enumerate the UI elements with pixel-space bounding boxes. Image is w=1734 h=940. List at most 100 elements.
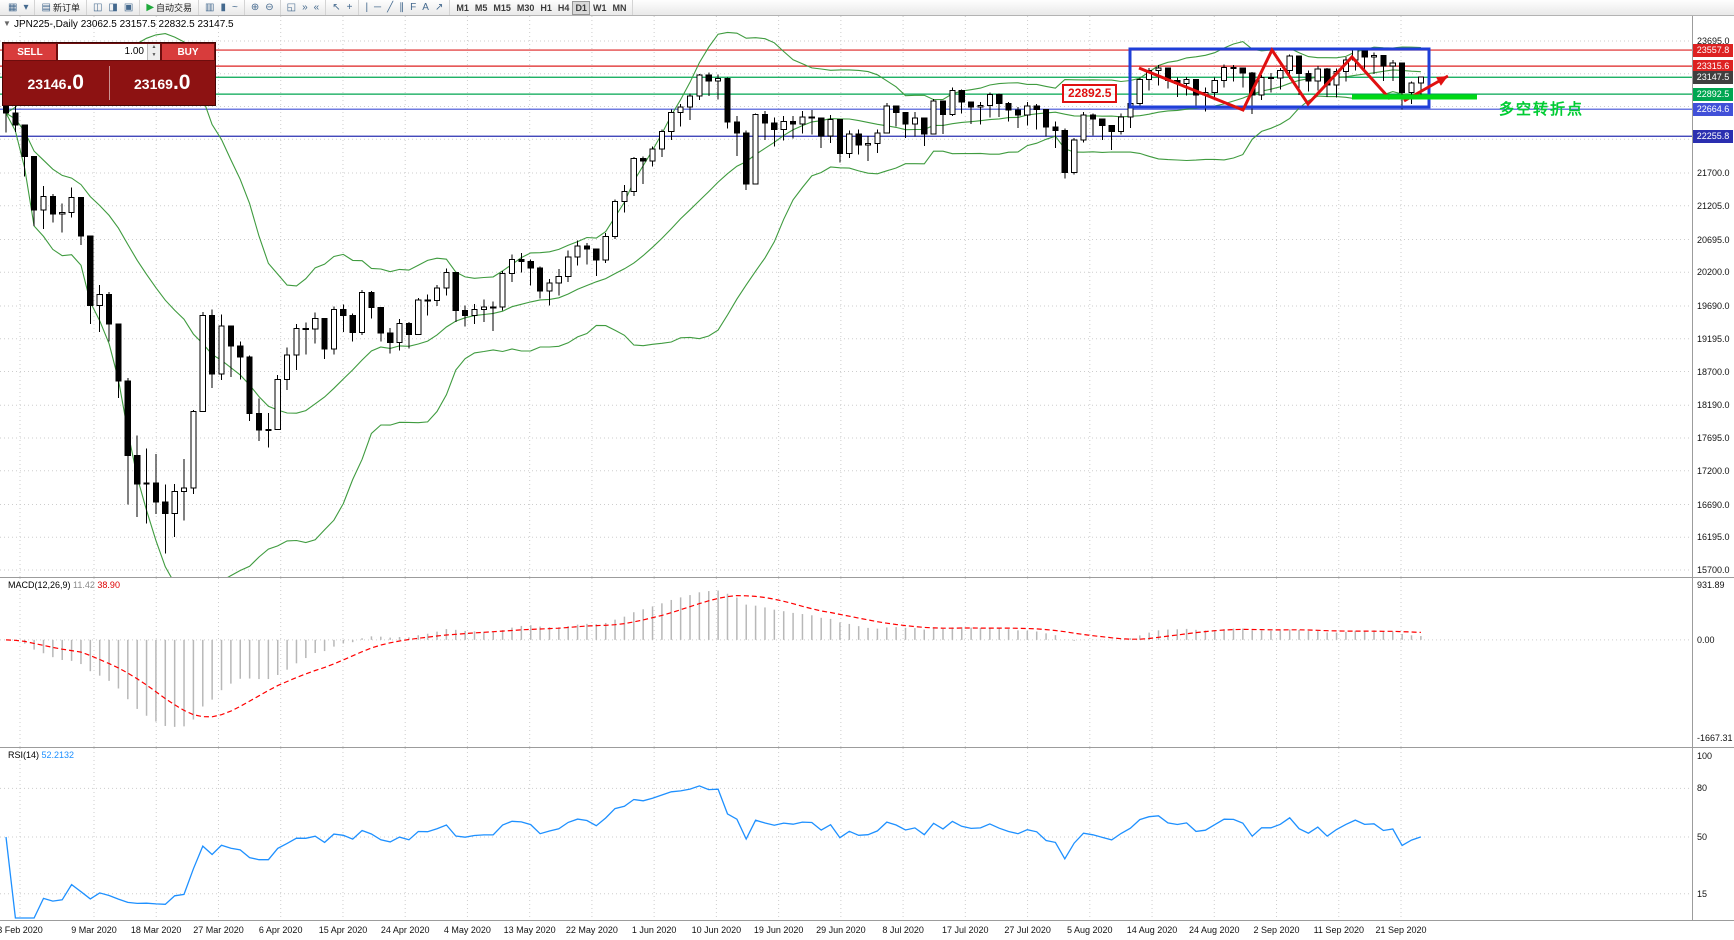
sell-price-main: 23146 (27, 76, 67, 92)
channel-icon[interactable]: ∥ (396, 1, 407, 15)
time-label: 17 Jul 2020 (942, 925, 989, 935)
tf-mn[interactable]: MN (609, 1, 629, 15)
grid-layer (0, 748, 1692, 920)
macd-scale-zero: 0.00 (1697, 634, 1715, 645)
rsi-pane-separator[interactable] (0, 747, 1734, 748)
autotrading-button[interactable]: ▶ 自动交易 (143, 1, 195, 15)
tf-d1[interactable]: D1 (572, 0, 590, 15)
chart-window-icon[interactable]: ▦ (5, 1, 20, 15)
trendline-icon[interactable]: ╱ (384, 1, 396, 15)
window-dropdown-icon[interactable]: ▾ (20, 1, 31, 15)
price-level-label[interactable]: 22892.5 (1062, 84, 1118, 103)
breakout-arrow-head (1435, 76, 1448, 86)
tf-h1-label: H1 (540, 2, 552, 13)
main-chart-pane[interactable] (0, 16, 1692, 577)
candles-layer (2, 47, 1424, 554)
horizontal-line-icon[interactable]: ─ (371, 1, 384, 15)
macd-pane[interactable] (0, 578, 1692, 747)
autotrading-button-label: 自动交易 (156, 3, 193, 13)
tf-m5[interactable]: M5 (472, 1, 491, 15)
macd-pane-separator[interactable] (0, 577, 1734, 578)
volume-value[interactable]: 1.00 (124, 46, 144, 57)
toolbar-group-timeframes: M1 M5 M15 M30 H1 H4 D1 W1 MN (450, 0, 634, 15)
terminal-icon-glyph: ▣ (123, 1, 134, 13)
rsi-pane[interactable] (0, 748, 1692, 920)
sell-button[interactable]: SELL (3, 43, 57, 61)
chart-title: JPN225-,Daily 23062.5 23157.5 22832.5 23… (14, 19, 234, 30)
sell-price[interactable]: 23146.0 (3, 71, 109, 95)
chart-window-icon-glyph: ▦ (8, 1, 18, 13)
candlestick-chart-icon-glyph: ▮ (220, 1, 226, 13)
time-axis[interactable]: 3 Feb 2020 9 Mar 2020 18 Mar 2020 27 Mar 20… (0, 921, 1692, 940)
one-click-collapse-icon[interactable]: ▼ (3, 19, 11, 28)
price-axis[interactable]: 23695.0 21700.0 21205.0 20695.0 20200.0 19690… (1692, 0, 1734, 940)
candlestick-chart-icon[interactable]: ▮ (217, 1, 229, 15)
auto-scroll-icon[interactable]: » (299, 1, 311, 15)
macd-scale-min: -1667.31 (1697, 733, 1733, 743)
price-scale-label: 21700.0 (1697, 168, 1730, 178)
price-scale-label: 16195.0 (1697, 532, 1730, 543)
price-scale-label: 18700.0 (1697, 366, 1730, 377)
tf-m30[interactable]: M30 (514, 1, 538, 15)
chart-shift-icon[interactable]: « (311, 1, 323, 15)
time-label: 27 Jul 2020 (1004, 925, 1051, 935)
rsi-scale-label: 50 (1697, 832, 1708, 842)
tf-w1[interactable]: W1 (590, 1, 610, 15)
market-watch-icon[interactable]: ◫ (90, 1, 105, 15)
text-icon[interactable]: A (419, 1, 432, 15)
buy-price[interactable]: 23169.0 (110, 71, 216, 95)
time-label: 9 Mar 2020 (71, 925, 117, 935)
tf-m30-label: M30 (516, 2, 535, 13)
one-click-trading-panel: SELL 1.00 ▲ ▼ BUY 23146.0 23169.0 (2, 42, 216, 106)
bar-chart-icon[interactable]: ▥ (202, 1, 217, 15)
toolbar-group-autotrade: ▶ 自动交易 (140, 0, 200, 15)
terminal-icon[interactable]: ▣ (121, 1, 136, 15)
toolbar-group-chart-type: ▥ ▮ ~ (199, 0, 245, 15)
tf-h4-label: H4 (557, 2, 570, 13)
price-scale-label: 17695.0 (1697, 433, 1730, 443)
crosshair-icon[interactable]: + (344, 1, 356, 15)
arrows-icon[interactable]: ↗ (432, 1, 446, 15)
tile-windows-icon[interactable]: ◱ (284, 1, 299, 15)
tf-m1[interactable]: M1 (453, 1, 472, 15)
time-label: 24 Aug 2020 (1189, 925, 1240, 935)
price-scale-label: 23695.0 (1697, 36, 1730, 46)
trendline-icon-glyph: ╱ (387, 1, 394, 13)
fibonacci-icon[interactable]: F (407, 1, 419, 15)
tf-m15[interactable]: M15 (490, 1, 514, 15)
new-order-button[interactable]: ▤ 新订单 (38, 1, 82, 15)
price-tag: 23315.6 (1693, 59, 1733, 73)
cursor-icon-glyph: ↖ (332, 1, 341, 13)
volume-down-icon[interactable]: ▼ (151, 52, 157, 58)
macd-signal-line (5, 594, 1421, 718)
cursor-icon[interactable]: ↖ (329, 1, 343, 15)
volume-spinner[interactable]: ▲ ▼ (147, 44, 160, 60)
tf-d1-label: D1 (575, 2, 587, 13)
tf-w1-label: W1 (592, 2, 607, 13)
toolbar-group-cursor: ↖ + (326, 0, 360, 15)
buy-button[interactable]: BUY (161, 43, 215, 61)
market-watch-icon-glyph: ◫ (92, 1, 103, 13)
time-label: 24 Apr 2020 (380, 925, 430, 935)
arrows-icon-glyph: ↗ (434, 1, 444, 13)
text-icon-glyph: A (422, 1, 429, 13)
buy-price-main: 23169 (134, 76, 173, 92)
new-order-button-glyph: ▤ (41, 1, 51, 13)
price-divider (108, 66, 110, 100)
turning-point-note[interactable]: 多空转折点 (1499, 101, 1585, 118)
zoom-out-icon[interactable]: ⊖ (262, 1, 276, 15)
autotrading-button-glyph: ▶ (146, 1, 155, 13)
volume-field[interactable]: 1.00 ▲ ▼ (57, 43, 161, 61)
price-scale-label: 20200.0 (1697, 267, 1730, 278)
tf-h4[interactable]: H4 (555, 1, 573, 15)
navigator-icon[interactable]: ◨ (105, 1, 120, 15)
price-scale-label: 21205.0 (1697, 200, 1730, 211)
toolbar-group-window: ▦ ▾ (2, 0, 36, 15)
vertical-line-icon[interactable]: | (362, 1, 371, 15)
volume-up-icon[interactable]: ▲ (151, 44, 157, 50)
zoom-out-icon-glyph: ⊖ (265, 1, 274, 13)
zoom-in-icon[interactable]: ⊕ (248, 1, 262, 15)
tf-h1[interactable]: H1 (537, 1, 555, 15)
price-tag: 23557.8 (1693, 43, 1733, 57)
line-chart-icon[interactable]: ~ (229, 1, 241, 15)
